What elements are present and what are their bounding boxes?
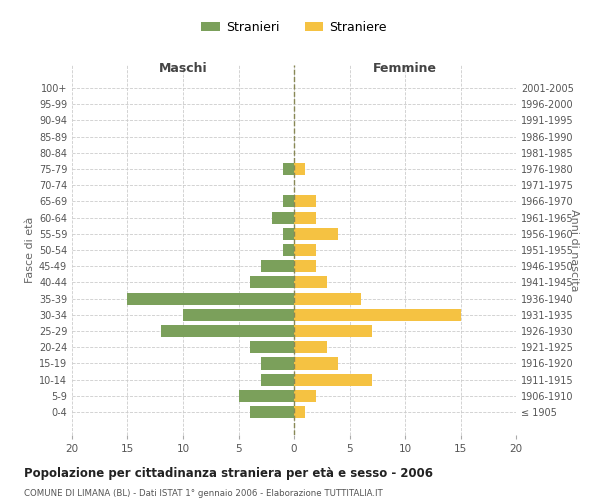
Bar <box>283 196 294 207</box>
Text: Popolazione per cittadinanza straniera per età e sesso - 2006: Popolazione per cittadinanza straniera p… <box>24 468 433 480</box>
Bar <box>294 309 461 321</box>
Bar <box>294 406 305 418</box>
Bar <box>294 374 372 386</box>
Bar <box>183 309 294 321</box>
Bar <box>250 406 294 418</box>
Bar <box>260 358 294 370</box>
Bar <box>294 292 361 304</box>
Bar <box>239 390 294 402</box>
Bar <box>294 260 316 272</box>
Bar <box>294 228 338 240</box>
Text: Maschi: Maschi <box>158 62 208 75</box>
Text: Femmine: Femmine <box>373 62 437 75</box>
Bar <box>127 292 294 304</box>
Y-axis label: Fasce di età: Fasce di età <box>25 217 35 283</box>
Bar <box>272 212 294 224</box>
Text: COMUNE DI LIMANA (BL) - Dati ISTAT 1° gennaio 2006 - Elaborazione TUTTITALIA.IT: COMUNE DI LIMANA (BL) - Dati ISTAT 1° ge… <box>24 489 383 498</box>
Bar <box>294 390 316 402</box>
Bar <box>294 196 316 207</box>
Bar <box>283 163 294 175</box>
Bar <box>283 228 294 240</box>
Bar <box>283 244 294 256</box>
Y-axis label: Anni di nascita: Anni di nascita <box>569 209 579 291</box>
Bar <box>294 212 316 224</box>
Bar <box>250 276 294 288</box>
Bar <box>294 341 328 353</box>
Bar <box>294 358 338 370</box>
Bar <box>161 325 294 337</box>
Bar <box>294 244 316 256</box>
Bar <box>260 260 294 272</box>
Bar <box>260 374 294 386</box>
Bar <box>250 341 294 353</box>
Legend: Stranieri, Straniere: Stranieri, Straniere <box>196 16 392 39</box>
Bar <box>294 276 328 288</box>
Bar <box>294 325 372 337</box>
Bar <box>294 163 305 175</box>
